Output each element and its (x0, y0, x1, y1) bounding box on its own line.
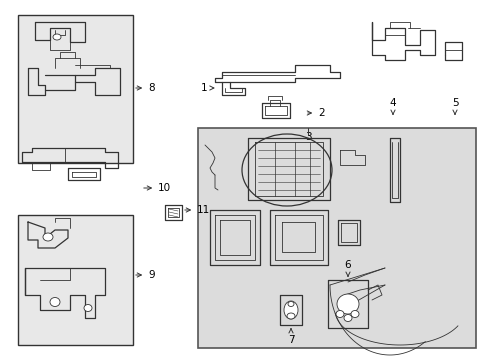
Ellipse shape (284, 301, 298, 319)
Text: 10: 10 (144, 183, 171, 193)
Text: 1: 1 (200, 83, 214, 93)
Ellipse shape (351, 310, 359, 318)
Text: 7: 7 (288, 329, 294, 345)
Ellipse shape (336, 310, 344, 318)
Text: 11: 11 (185, 205, 210, 215)
Bar (198, 128, 476, 348)
Text: 5: 5 (452, 98, 458, 114)
Ellipse shape (53, 34, 61, 40)
Ellipse shape (50, 297, 60, 306)
Ellipse shape (288, 302, 294, 306)
Text: 2: 2 (307, 108, 325, 118)
Ellipse shape (287, 313, 295, 319)
Ellipse shape (344, 315, 352, 321)
Ellipse shape (84, 305, 92, 311)
Text: 3: 3 (305, 132, 311, 142)
Text: 8: 8 (136, 83, 155, 93)
Ellipse shape (43, 233, 53, 241)
Text: 4: 4 (390, 98, 396, 114)
Bar (18, 215, 133, 345)
Ellipse shape (337, 294, 359, 314)
Bar (18, 15, 133, 163)
Text: 6: 6 (344, 260, 351, 276)
Text: 9: 9 (136, 270, 155, 280)
